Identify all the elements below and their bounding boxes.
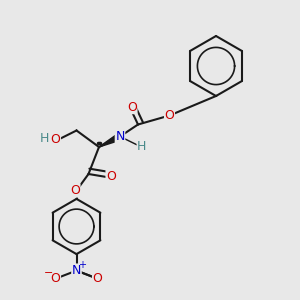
Text: −: − bbox=[44, 268, 53, 278]
Text: O: O bbox=[51, 133, 60, 146]
Text: N: N bbox=[72, 264, 81, 277]
Text: O: O bbox=[106, 170, 116, 184]
Text: +: + bbox=[78, 260, 86, 270]
Text: O: O bbox=[127, 100, 137, 114]
Text: O: O bbox=[93, 272, 102, 285]
Text: O: O bbox=[70, 184, 80, 197]
Text: O: O bbox=[51, 272, 60, 285]
Polygon shape bbox=[99, 133, 122, 147]
Text: H: H bbox=[39, 131, 49, 145]
Text: O: O bbox=[165, 109, 174, 122]
Text: H: H bbox=[137, 140, 147, 153]
Text: N: N bbox=[115, 130, 125, 143]
